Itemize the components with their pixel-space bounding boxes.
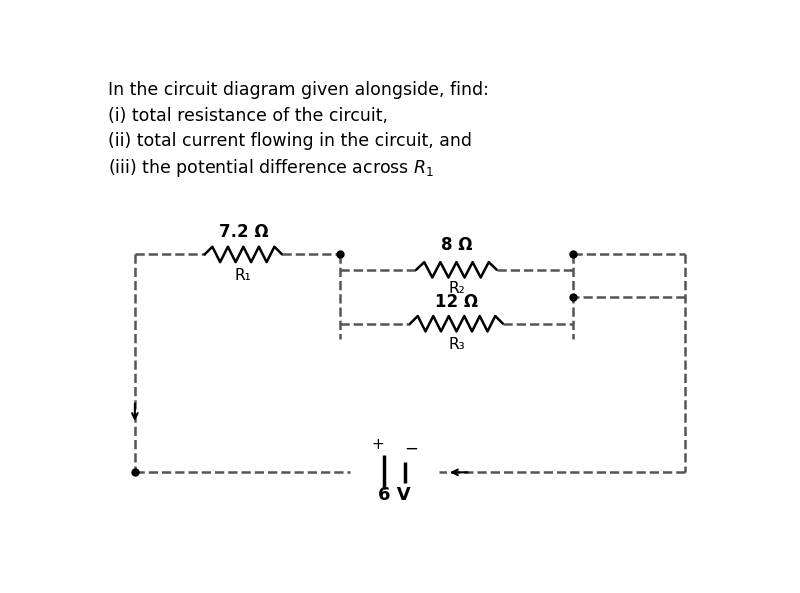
Text: 12 Ω: 12 Ω: [435, 292, 478, 311]
Text: R₃: R₃: [448, 337, 465, 352]
Text: (i) total resistance of the circuit,: (i) total resistance of the circuit,: [108, 107, 388, 125]
Text: 7.2 Ω: 7.2 Ω: [218, 224, 268, 241]
Text: R₁: R₁: [235, 267, 252, 282]
Text: 6 V: 6 V: [378, 486, 411, 504]
Text: R₂: R₂: [448, 280, 465, 295]
Text: In the circuit diagram given alongside, find:: In the circuit diagram given alongside, …: [108, 81, 489, 99]
Text: (iii) the potential difference across $R_1$: (iii) the potential difference across $R…: [108, 157, 434, 180]
Text: +: +: [371, 436, 384, 451]
Text: 8 Ω: 8 Ω: [441, 237, 472, 254]
Text: −: −: [405, 439, 418, 458]
Text: (ii) total current flowing in the circuit, and: (ii) total current flowing in the circui…: [108, 132, 472, 150]
